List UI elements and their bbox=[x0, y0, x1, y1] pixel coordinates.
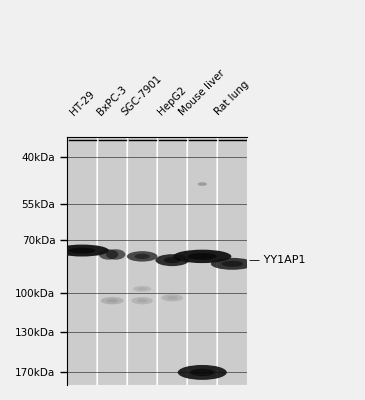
Ellipse shape bbox=[106, 299, 118, 302]
Bar bbox=[67, 137, 97, 385]
Ellipse shape bbox=[161, 294, 183, 302]
Ellipse shape bbox=[131, 297, 153, 304]
Ellipse shape bbox=[69, 248, 96, 254]
Bar bbox=[187, 137, 217, 385]
Ellipse shape bbox=[190, 369, 215, 376]
Ellipse shape bbox=[198, 182, 207, 186]
Text: — YY1AP1: — YY1AP1 bbox=[249, 255, 306, 265]
Ellipse shape bbox=[55, 244, 109, 256]
Ellipse shape bbox=[133, 286, 151, 292]
Bar bbox=[97, 137, 127, 385]
Bar bbox=[157, 137, 187, 385]
Ellipse shape bbox=[101, 297, 124, 304]
Ellipse shape bbox=[211, 258, 254, 270]
Ellipse shape bbox=[173, 250, 231, 263]
Ellipse shape bbox=[99, 249, 118, 260]
Bar bbox=[127, 137, 157, 385]
Text: HepG2: HepG2 bbox=[156, 85, 188, 117]
Text: BxPC-3: BxPC-3 bbox=[95, 84, 129, 117]
Text: HT-29: HT-29 bbox=[68, 89, 96, 117]
Ellipse shape bbox=[127, 251, 158, 262]
Text: Rat lung: Rat lung bbox=[214, 79, 251, 117]
Text: SGC-7901: SGC-7901 bbox=[120, 73, 164, 117]
Ellipse shape bbox=[155, 254, 189, 266]
Ellipse shape bbox=[137, 299, 147, 302]
Ellipse shape bbox=[164, 257, 181, 263]
Ellipse shape bbox=[135, 254, 150, 259]
Ellipse shape bbox=[106, 249, 126, 260]
Bar bbox=[217, 137, 247, 385]
Ellipse shape bbox=[167, 296, 178, 300]
Ellipse shape bbox=[222, 261, 243, 267]
Ellipse shape bbox=[138, 287, 147, 290]
Ellipse shape bbox=[178, 365, 227, 380]
Text: Mouse liver: Mouse liver bbox=[177, 68, 227, 117]
Ellipse shape bbox=[188, 253, 217, 260]
